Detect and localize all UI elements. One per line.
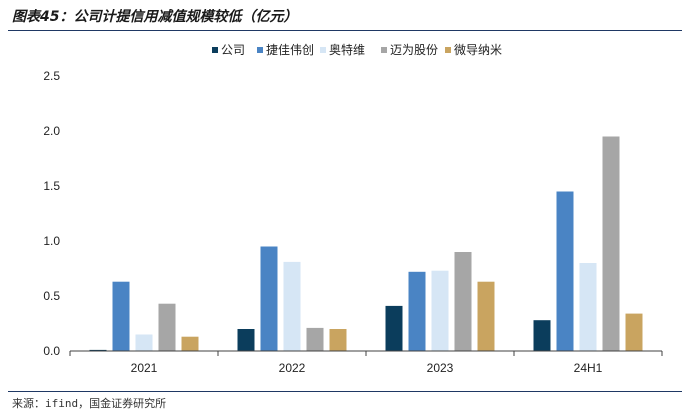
legend-label: 捷佳伟创 xyxy=(266,43,314,57)
legend-label: 奥特维 xyxy=(329,42,365,57)
bar xyxy=(237,329,255,351)
bar xyxy=(135,334,153,351)
bar xyxy=(477,281,495,351)
legend-swatch xyxy=(381,47,387,53)
bar xyxy=(260,246,278,351)
y-tick-label: 0.5 xyxy=(43,289,60,303)
bar xyxy=(181,336,199,351)
y-axis: 0.0 0.5 1.0 1.5 2.0 2.5 xyxy=(43,69,60,358)
legend-swatch xyxy=(320,47,326,53)
chart-legend: 公司 捷佳伟创 奥特维 迈为股份 微导纳米 xyxy=(212,42,502,57)
legend-label: 公司 xyxy=(221,43,245,57)
bar xyxy=(283,261,301,351)
bar xyxy=(454,252,472,351)
x-tick-label: 2021 xyxy=(131,361,158,375)
x-tick-label: 2023 xyxy=(427,361,454,375)
legend-swatch xyxy=(212,47,218,53)
x-tick-label: 24H1 xyxy=(574,361,603,375)
bar xyxy=(625,313,643,351)
bar xyxy=(602,136,620,351)
legend-label: 迈为股份 xyxy=(390,43,438,57)
bar xyxy=(306,327,324,351)
bar xyxy=(431,270,449,351)
x-tick-label: 2022 xyxy=(279,361,306,375)
y-tick-label: 2.0 xyxy=(43,124,60,138)
y-tick-label: 2.5 xyxy=(43,69,60,83)
x-axis: 2021 2022 2023 24H1 xyxy=(69,350,663,375)
bar xyxy=(556,191,574,351)
bar-series xyxy=(89,136,643,351)
bar xyxy=(112,281,130,351)
bar xyxy=(89,349,107,351)
bar xyxy=(385,305,403,351)
y-tick-label: 0.0 xyxy=(43,344,60,358)
y-tick-label: 1.5 xyxy=(43,179,60,193)
source-note: 来源：ifind，国金证券研究所 xyxy=(12,397,167,410)
bar xyxy=(533,320,551,351)
source-divider xyxy=(8,391,682,392)
y-tick-label: 1.0 xyxy=(43,234,60,248)
bar xyxy=(329,329,347,351)
title-divider xyxy=(8,30,682,31)
bar-chart: 公司 捷佳伟创 奥特维 迈为股份 微导纳米 0.0 0.5 1.0 1.5 2.0 2.5 202… xyxy=(43,42,663,375)
bar xyxy=(579,263,597,351)
legend-swatch xyxy=(445,47,451,53)
figure-title: 图表45：公司计提信用减值规模较低（亿元） xyxy=(12,9,298,25)
bar xyxy=(158,303,176,351)
bar xyxy=(408,271,426,351)
legend-label: 微导纳米 xyxy=(454,43,502,57)
legend-swatch xyxy=(257,47,263,53)
